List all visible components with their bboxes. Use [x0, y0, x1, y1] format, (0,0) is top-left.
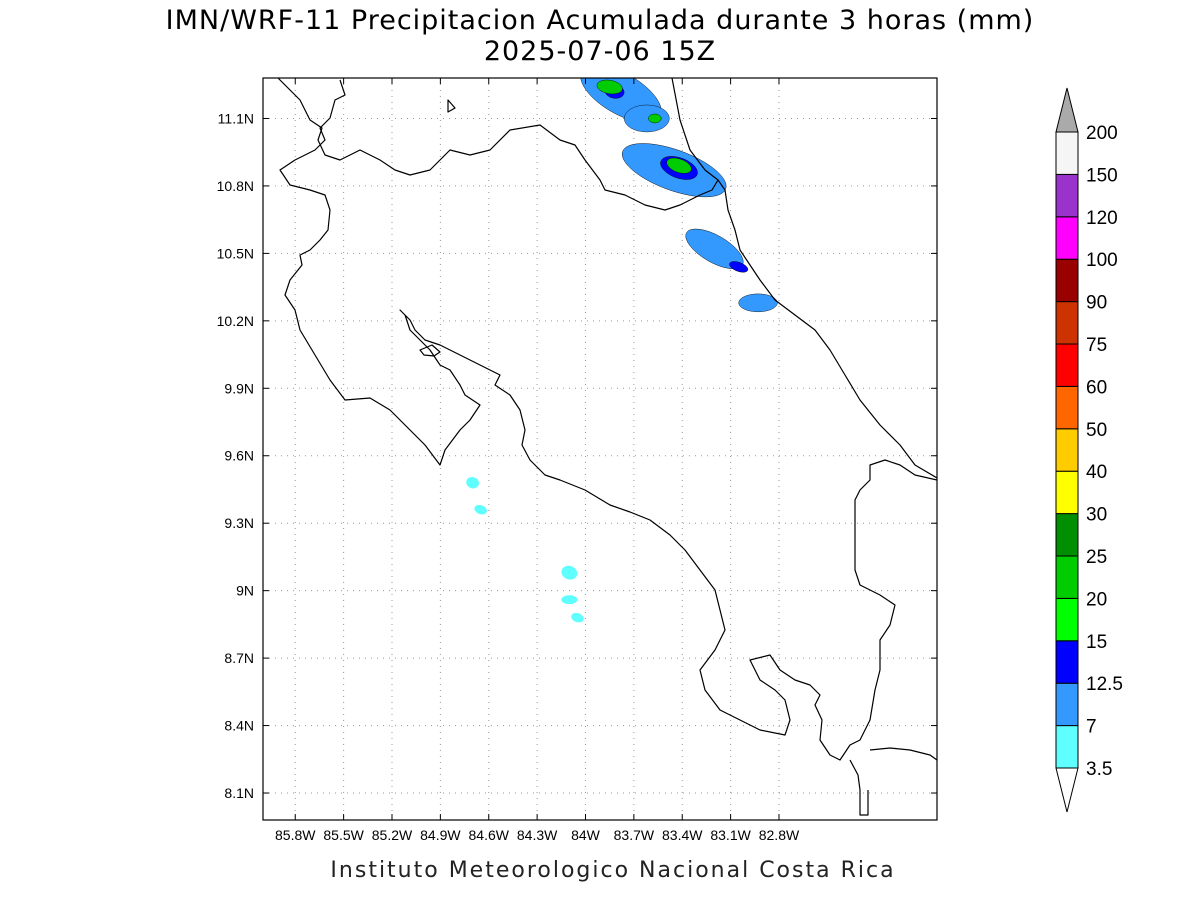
colorbar-swatch — [1055, 682, 1079, 727]
precip-area — [571, 612, 584, 623]
coastline-pacific-guanacaste — [279, 79, 937, 761]
colorbar-level-label: 25 — [1086, 547, 1107, 568]
colorbar-level-label: 40 — [1086, 462, 1107, 483]
colorbar-swatch — [1055, 258, 1079, 303]
lat-tick-label: 11.1N — [218, 110, 254, 126]
map-subtitle: 2025-07-06 15Z — [484, 36, 716, 67]
lat-tick-label: 10.8N — [217, 178, 254, 194]
colorbar-level-label: 7 — [1086, 717, 1097, 738]
colorbar-level-label: 50 — [1086, 420, 1107, 441]
lat-tick-label: 9.3N — [224, 515, 254, 531]
coastline-caribbean-costa-rica — [717, 179, 937, 479]
colorbar-over-arrow — [1055, 87, 1079, 133]
colorbar-level-label: 120 — [1086, 208, 1118, 229]
colorbar-level-label: 3.5 — [1086, 759, 1112, 780]
lon-tick-label: 83.4W — [662, 827, 703, 843]
coastline-panama-south — [849, 747, 937, 816]
colorbar-level-label: 60 — [1086, 377, 1107, 398]
lat-tick-label: 9.6N — [224, 448, 254, 464]
lat-tick-label: 10.2N — [217, 313, 254, 329]
colorbar-level-label: 150 — [1086, 165, 1118, 186]
coastlines — [277, 78, 937, 816]
longitude-tick-labels: 85.8W 85.5W 85.2W 84.9W 84.6W 84.3W 84W 83.7W 83… — [275, 78, 800, 843]
precip-area — [666, 157, 692, 174]
precip-area — [561, 565, 578, 580]
lon-tick-label: 84.6W — [469, 827, 510, 843]
colorbar-level-label: 20 — [1086, 589, 1107, 610]
colorbar-level-label: 90 — [1086, 293, 1107, 314]
map-gridlines — [263, 78, 937, 820]
precipitation-areas — [466, 78, 778, 623]
map-title: IMN/WRF-11 Precipitacion Acumulada duran… — [166, 5, 1035, 36]
precip-area — [729, 261, 749, 273]
precip-area — [596, 79, 623, 95]
lat-tick-label: 10.5N — [217, 245, 254, 261]
lon-tick-label: 85.2W — [372, 827, 413, 843]
colorbar-swatch — [1055, 131, 1079, 175]
colorbar-under-arrow — [1055, 767, 1079, 813]
lon-tick-label: 83.7W — [614, 827, 655, 843]
precip-area — [474, 504, 487, 515]
colorbar-swatch — [1055, 470, 1079, 515]
colorbar-swatch — [1055, 428, 1079, 472]
lon-tick-label: 82.8W — [759, 827, 800, 843]
colorbar-level-label: 30 — [1086, 505, 1107, 526]
precip-area — [466, 477, 479, 489]
lat-tick-label: 8.1N — [224, 785, 254, 801]
precip-area — [561, 595, 578, 605]
lat-tick-label: 9N — [236, 583, 254, 599]
precip-area — [648, 113, 662, 124]
colorbar-swatch — [1055, 513, 1079, 557]
lat-tick-label: 9.9N — [224, 380, 254, 396]
lake-island — [419, 99, 456, 357]
precip-area — [738, 293, 778, 313]
colorbar-swatch — [1055, 385, 1079, 430]
colorbar-swatch — [1055, 555, 1079, 599]
colorbar-swatch — [1055, 343, 1079, 387]
colorbar-legend: 3.5 7 12.5 15 20 25 30 40 50 60 75 90 100 120 150 200 — [1055, 87, 1123, 813]
lon-tick-label: 84.9W — [420, 827, 461, 843]
precip-area — [623, 104, 670, 133]
lat-tick-label: 8.7N — [224, 650, 254, 666]
lat-tick-label: 8.4N — [224, 718, 254, 734]
lon-tick-label: 85.5W — [323, 827, 364, 843]
lon-tick-label: 84W — [571, 827, 601, 843]
footer-credit: Instituto Meteorologico Nacional Costa R… — [330, 858, 895, 883]
colorbar-swatch — [1055, 301, 1079, 345]
colorbar-swatch — [1055, 173, 1079, 218]
colorbar-level-label: 75 — [1086, 335, 1107, 356]
lon-tick-label: 84.3W — [517, 827, 558, 843]
colorbar-level-label: 100 — [1086, 250, 1118, 271]
colorbar-swatch — [1055, 640, 1079, 684]
colorbar-swatch — [1055, 725, 1079, 769]
colorbar-level-label: 12.5 — [1086, 674, 1123, 695]
map-frame — [262, 77, 938, 821]
lon-tick-label: 85.8W — [275, 827, 316, 843]
lon-tick-label: 83.1W — [710, 827, 751, 843]
colorbar-level-label: 200 — [1086, 123, 1118, 144]
latitude-tick-labels: 8.1N 8.4N 8.7N 9N 9.3N 9.6N 9.9N 10.2N 10.5N 10.8… — [217, 110, 937, 801]
colorbar-swatch — [1055, 597, 1079, 642]
colorbar-level-label: 15 — [1086, 632, 1107, 653]
colorbar-swatch — [1055, 216, 1079, 260]
coastline-caribbean-nicaragua — [277, 78, 719, 211]
